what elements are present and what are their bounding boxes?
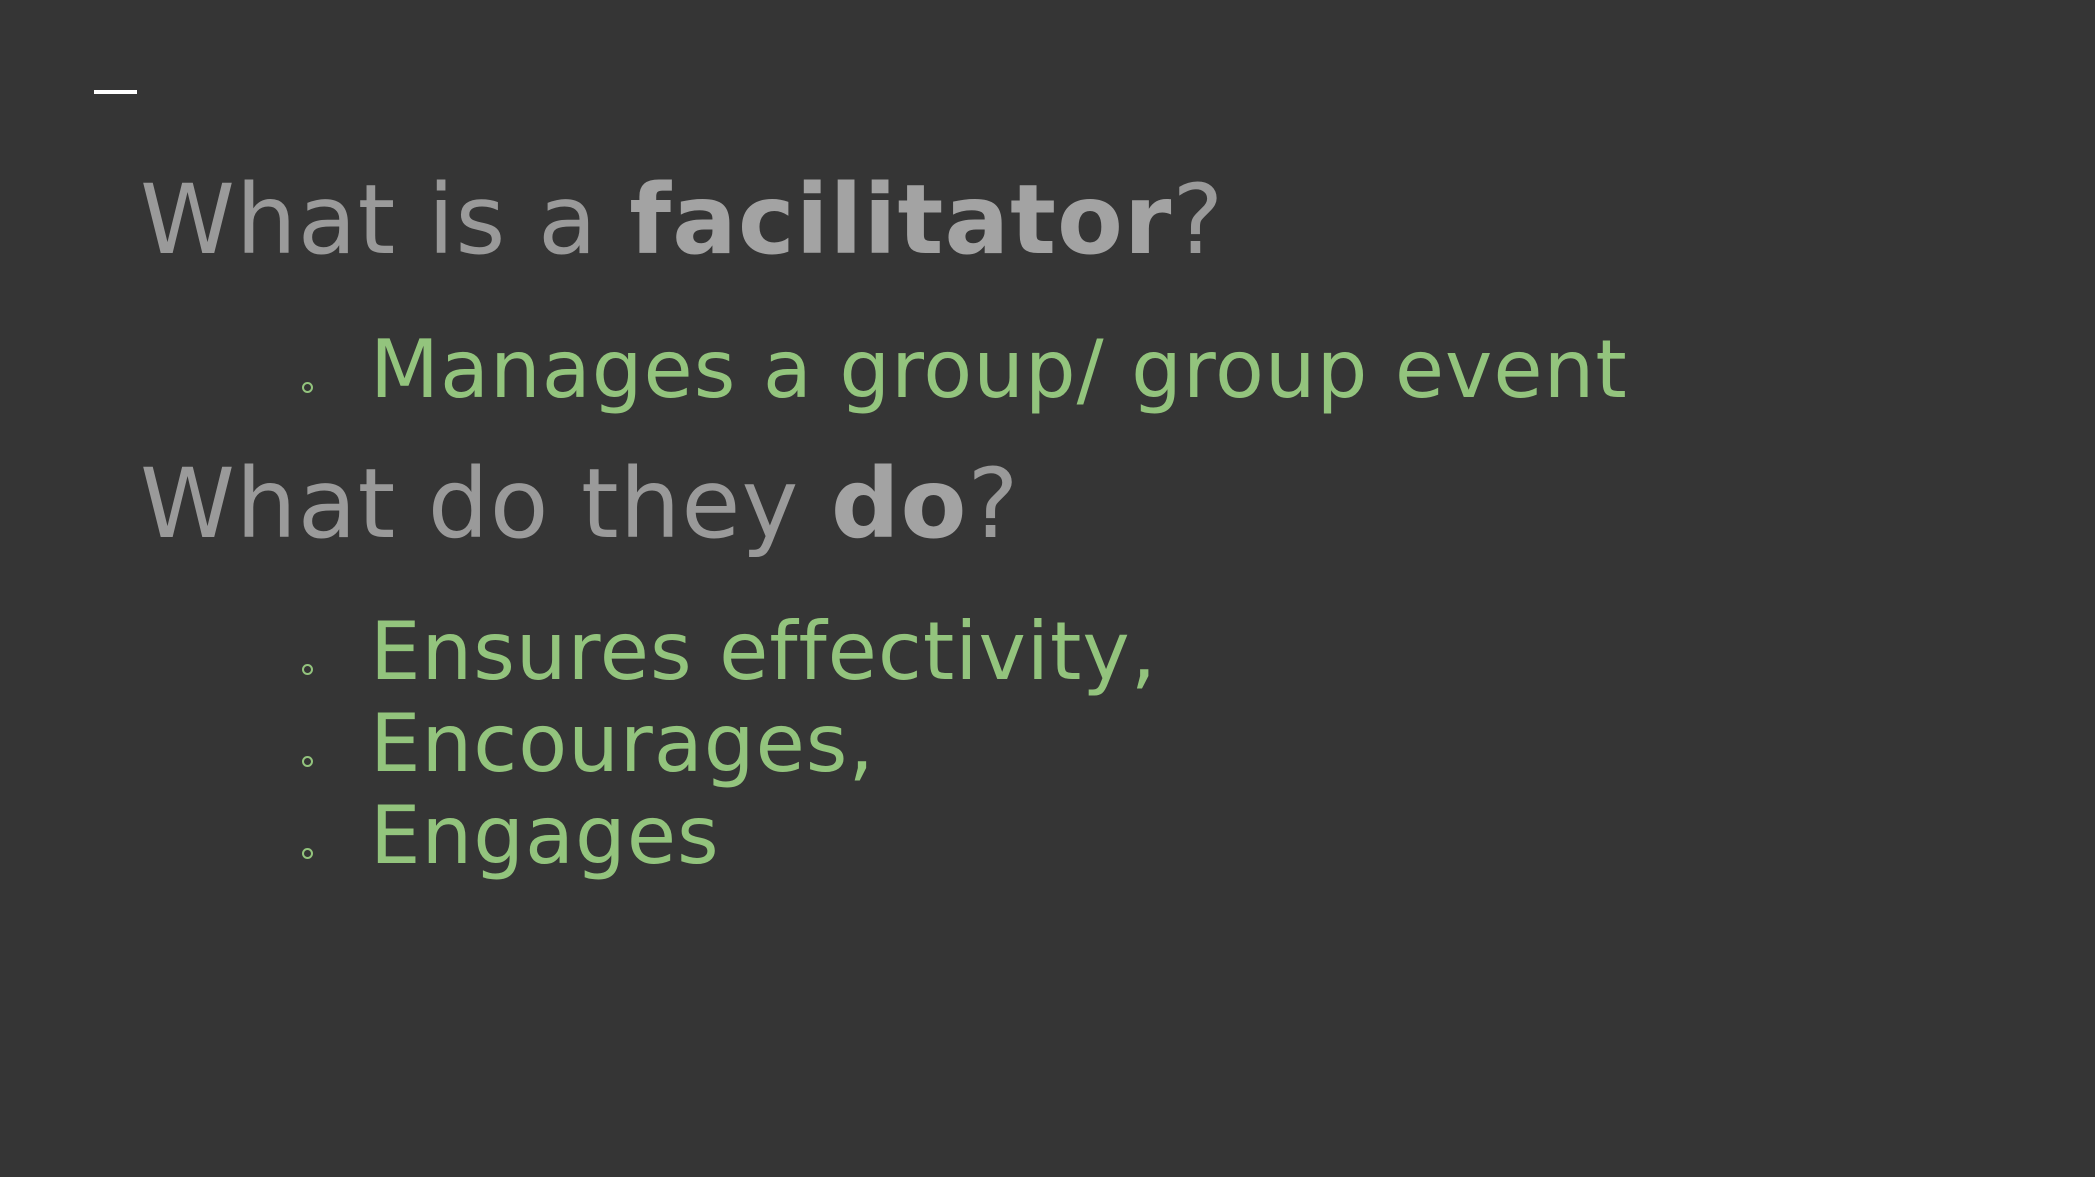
bullet-text: Ensures effectivity, xyxy=(370,605,1158,698)
heading-what-do-they-do: What do they do? xyxy=(140,456,1019,552)
hollow-circle-bullet-icon xyxy=(302,848,313,859)
hollow-circle-bullet-icon xyxy=(302,756,313,767)
heading-suffix: ? xyxy=(1172,164,1225,276)
bullet-text: Manages a group/ group event xyxy=(370,323,1628,416)
heading-emphasis: do xyxy=(830,448,968,560)
heading-what-is-facilitator: What is a facilitator? xyxy=(140,172,1224,268)
hollow-circle-bullet-icon xyxy=(302,382,313,393)
bullet-text: Encourages, xyxy=(370,697,875,790)
heading-suffix: ? xyxy=(967,448,1020,560)
heading-emphasis: facilitator xyxy=(629,164,1173,276)
heading-prefix: What is a xyxy=(140,164,630,276)
bullet-text: Engages xyxy=(370,789,720,882)
accent-dash xyxy=(94,90,137,94)
heading-prefix: What do they xyxy=(140,448,831,560)
hollow-circle-bullet-icon xyxy=(302,664,313,675)
